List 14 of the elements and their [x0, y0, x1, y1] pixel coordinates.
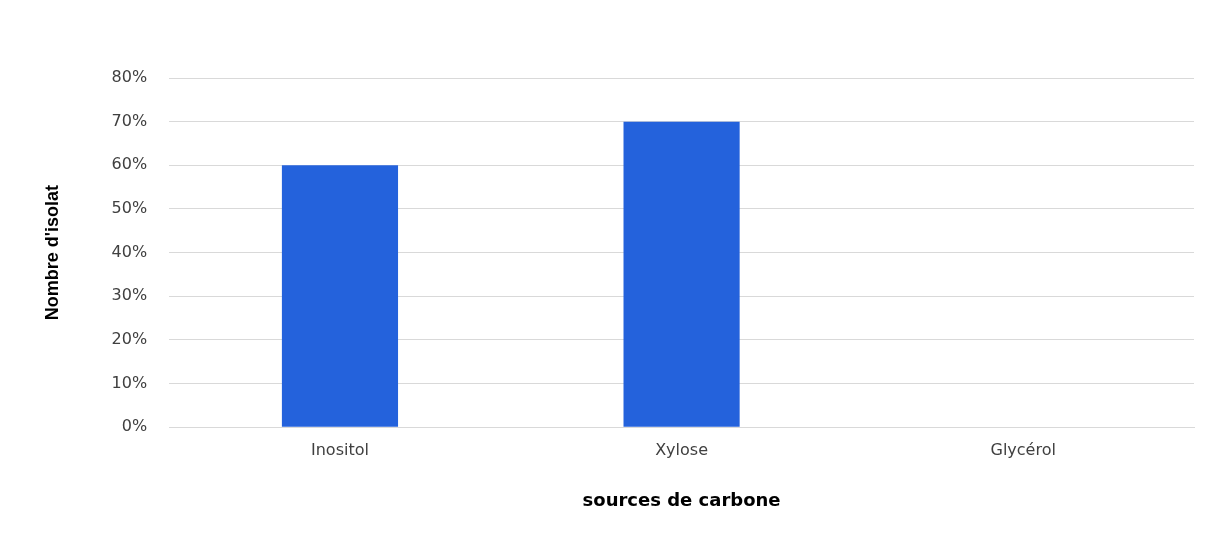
y-tick-label: 20%	[111, 329, 148, 349]
y-tick-label: 10%	[111, 372, 148, 392]
y-axis-title: Nombre d'isolat	[41, 184, 62, 321]
y-tick-label: 30%	[111, 285, 148, 305]
y-tick-label: 60%	[111, 154, 148, 174]
x-tick-label: Glycérol	[990, 439, 1056, 459]
x-axis-title: sources de carbone	[582, 488, 781, 510]
y-tick-label: 50%	[111, 198, 148, 218]
y-tick-label: 70%	[111, 110, 148, 130]
y-tick-label: 0%	[121, 416, 148, 436]
y-tick-label: 80%	[111, 67, 148, 87]
x-tick-label: Xylose	[655, 439, 708, 459]
x-tick-label: Inositol	[311, 439, 369, 459]
y-tick-label: 40%	[111, 241, 148, 261]
